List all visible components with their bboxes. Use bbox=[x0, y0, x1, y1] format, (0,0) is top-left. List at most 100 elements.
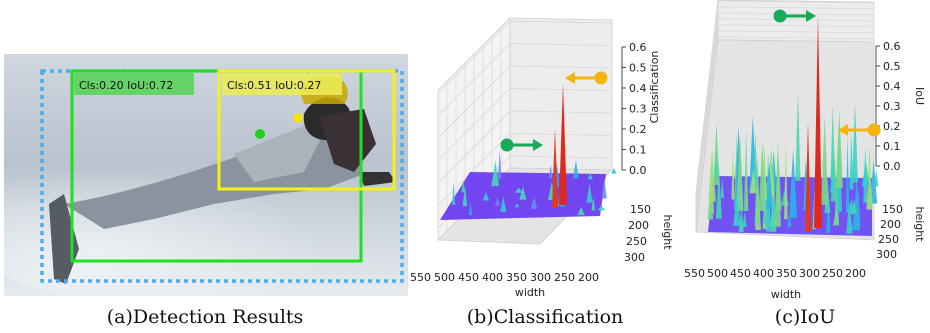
surface-spike bbox=[577, 206, 585, 216]
caption-iou: (c)IoU bbox=[774, 306, 836, 328]
surface-spike bbox=[784, 141, 788, 220]
surface-spike bbox=[826, 194, 831, 234]
surface-spike bbox=[821, 115, 829, 205]
x-tick-label: 550 bbox=[684, 267, 705, 280]
orange-marker-dot bbox=[867, 123, 881, 137]
z-tick-label: 0.3 bbox=[629, 103, 647, 116]
x-tick-label: 300 bbox=[530, 271, 551, 284]
y-tick-label: 150 bbox=[630, 203, 651, 216]
z-tick-label: 0.0 bbox=[629, 164, 647, 177]
x-tick-label: 450 bbox=[458, 271, 479, 284]
surface-spike bbox=[548, 164, 553, 179]
grid-line bbox=[509, 43, 613, 46]
surface-spike bbox=[586, 182, 593, 203]
iou-3d-plot: 0.00.10.20.30.40.50.6IoU150200250300heig… bbox=[684, 0, 926, 301]
y-tick-label: 300 bbox=[876, 248, 897, 261]
z-tick-label: 0.5 bbox=[883, 60, 901, 73]
surface-spike bbox=[497, 151, 502, 179]
y-tick-label: 200 bbox=[628, 219, 649, 232]
green-arrow-head bbox=[806, 10, 816, 22]
x-tick-label: 300 bbox=[799, 267, 820, 280]
x-tick-label: 200 bbox=[578, 271, 599, 284]
detection-photo: Cls:0.20 IoU:0.72 Cls:0.51 IoU:0.27 bbox=[0, 54, 408, 304]
yellow-detection-box bbox=[217, 69, 396, 191]
surface-spike bbox=[774, 139, 782, 227]
surface-spike bbox=[591, 196, 596, 211]
surface-spike bbox=[742, 212, 747, 227]
x-tick-label: 250 bbox=[822, 267, 843, 280]
surface-spike bbox=[787, 212, 792, 227]
yellow-box-label: Cls:0.51 IoU:0.27 bbox=[227, 79, 321, 92]
surface-spike bbox=[597, 205, 606, 211]
green-marker-dot bbox=[500, 138, 514, 152]
grid-line bbox=[717, 36, 875, 40]
surface-spike bbox=[468, 201, 473, 216]
surface-spike bbox=[519, 186, 527, 200]
surface-spike bbox=[765, 160, 773, 210]
surface-spike bbox=[461, 179, 465, 193]
x-tick-label: 550 bbox=[410, 271, 431, 284]
x-tick-label: 200 bbox=[845, 267, 866, 280]
second-peak bbox=[552, 128, 558, 208]
x-tick-label: 250 bbox=[554, 271, 575, 284]
green-center-point bbox=[255, 129, 265, 139]
surface-spike bbox=[611, 167, 617, 174]
x-tick-label: 500 bbox=[707, 267, 728, 280]
surface-spike bbox=[530, 196, 538, 209]
y-tick-label: 200 bbox=[880, 218, 901, 231]
x-axis-label: width bbox=[515, 286, 545, 299]
surface-spike bbox=[601, 177, 607, 199]
surface-spike bbox=[754, 154, 761, 226]
grid-line bbox=[717, 12, 875, 16]
z-tick-label: 0.2 bbox=[629, 123, 647, 136]
z-tick-label: 0.5 bbox=[629, 62, 647, 75]
grid-line bbox=[509, 110, 613, 114]
surface-spike bbox=[452, 181, 456, 206]
z-axis-label: IoU bbox=[913, 87, 926, 105]
surface-spike bbox=[491, 160, 500, 187]
grid-line bbox=[717, 0, 875, 4]
surface-spike bbox=[736, 134, 744, 212]
surface-spike bbox=[715, 164, 722, 219]
panel-iou: 0.0 0.1 0.2 0.3 0.4 0.5 0.6 IoU 150 200 250 300 heig… bbox=[676, 0, 930, 301]
surface-spike bbox=[851, 198, 857, 213]
y-tick-label: 300 bbox=[624, 251, 645, 264]
panel-detection-results: Cls:0.20 IoU:0.72 Cls:0.51 IoU:0.27 bbox=[0, 54, 408, 304]
max-peak bbox=[559, 83, 567, 205]
z-tick-label: 0.1 bbox=[883, 140, 901, 153]
y-tick-label: 250 bbox=[626, 235, 647, 248]
surface-spike bbox=[714, 149, 719, 178]
orange-arrow-head bbox=[838, 124, 848, 136]
z-tick-label: 0.0 bbox=[883, 160, 901, 173]
surface-spike bbox=[587, 173, 593, 180]
surface-spike bbox=[846, 200, 853, 234]
surface-spike bbox=[500, 195, 507, 212]
grid-line bbox=[717, 30, 875, 34]
green-box-label: Cls:0.20 IoU:0.72 bbox=[79, 79, 173, 92]
grid-line bbox=[509, 65, 613, 69]
x-tick-label: 350 bbox=[776, 267, 797, 280]
green-label-bg bbox=[74, 73, 194, 95]
grid-line bbox=[717, 6, 875, 10]
green-arrow-head bbox=[533, 139, 543, 151]
surface-spike bbox=[874, 169, 879, 187]
x-axis-label: width bbox=[771, 288, 801, 300]
surface-spike bbox=[835, 109, 843, 188]
yellow-label-bg bbox=[222, 73, 342, 95]
surface-spike bbox=[731, 145, 735, 200]
panel-classification: 0.0 0.1 0.2 0.3 0.4 0.5 0.6 Classification 150 20… bbox=[410, 0, 680, 300]
second-peak bbox=[805, 122, 811, 232]
x-tick-label: 400 bbox=[753, 267, 774, 280]
surface-spike bbox=[830, 162, 835, 193]
z-tick-label: 0.4 bbox=[629, 82, 647, 95]
orange-marker-dot bbox=[594, 71, 608, 85]
grid-line bbox=[509, 20, 613, 24]
y-axis-label: height bbox=[913, 206, 926, 242]
z-tick-label: 0.2 bbox=[883, 120, 901, 133]
surface-spike bbox=[832, 209, 840, 226]
surface-spike bbox=[749, 170, 757, 194]
surface-spike bbox=[758, 141, 766, 211]
caption-detection-results: (a)Detection Results bbox=[106, 306, 304, 328]
orange-arrow-head bbox=[565, 72, 575, 84]
